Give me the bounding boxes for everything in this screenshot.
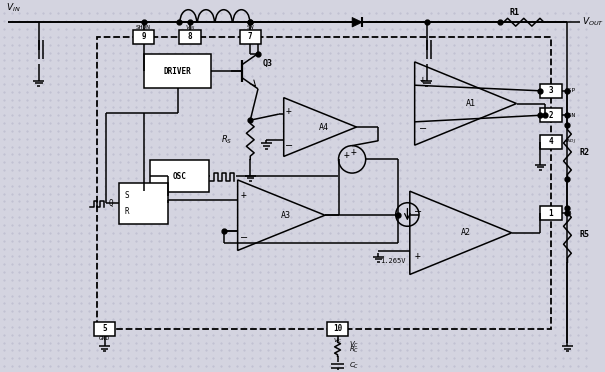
Text: OSC: OSC [172,171,186,180]
Bar [540,206,561,220]
Text: 8: 8 [188,32,192,41]
Text: $V_{OUT}$: $V_{OUT}$ [582,16,604,29]
Text: R5: R5 [579,230,589,239]
Text: $C_C$: $C_C$ [349,361,359,371]
Text: $-$: $-$ [418,122,427,132]
Text: +: + [414,251,420,261]
Text: FB: FB [564,211,572,216]
Text: Q: Q [109,199,114,208]
Text: R2: R2 [579,148,589,157]
Text: 3: 3 [549,86,553,95]
Text: $R_S$: $R_S$ [221,134,233,146]
Text: 1.265V: 1.265V [380,258,406,264]
Bar [327,322,348,336]
Text: A3: A3 [281,211,290,220]
Text: $I_{ADJ}$: $I_{ADJ}$ [564,137,576,147]
Bar [240,30,261,44]
Text: 1: 1 [549,209,553,218]
Text: $R_C$: $R_C$ [349,345,359,356]
Text: +: + [344,150,350,160]
Text: 5: 5 [102,324,107,333]
Text: ISP: ISP [564,88,576,93]
Text: 9: 9 [141,32,146,41]
Text: +: + [350,147,356,157]
Text: $-$: $-$ [413,205,422,215]
Text: 2: 2 [549,111,553,120]
Text: DRIVER: DRIVER [163,67,191,76]
Text: $V_C$: $V_C$ [333,336,342,345]
Polygon shape [352,17,362,27]
Bar [540,108,561,122]
Text: $-$: $-$ [239,231,248,241]
Text: 7: 7 [248,32,252,41]
Bar [540,84,561,98]
Bar [143,54,212,88]
Text: R1: R1 [509,8,519,17]
Text: 10: 10 [333,324,342,333]
Text: +: + [286,106,292,116]
Text: GND: GND [99,336,110,341]
Bar [133,30,154,44]
Text: +: + [241,190,246,200]
Bar [119,183,168,224]
Bar [94,322,116,336]
Bar [180,30,201,44]
Text: +: + [419,75,425,85]
Bar [540,135,561,148]
Text: $V_{IN}$: $V_{IN}$ [6,2,21,15]
Text: Q3: Q3 [263,59,273,68]
Text: A4: A4 [319,122,329,132]
Bar [97,37,551,329]
Bar [151,160,209,192]
Text: $V_C$: $V_C$ [349,339,359,350]
Text: SHDN: SHDN [136,25,151,30]
Text: $V_{IN}$: $V_{IN}$ [185,23,195,32]
Text: ISN: ISN [564,113,576,118]
Text: R: R [125,207,129,216]
Text: $-$: $-$ [284,139,293,149]
Text: A2: A2 [461,228,471,237]
Text: A1: A1 [466,99,476,108]
Text: 4: 4 [549,137,553,146]
Text: SW: SW [246,25,254,30]
Text: S: S [125,191,129,200]
